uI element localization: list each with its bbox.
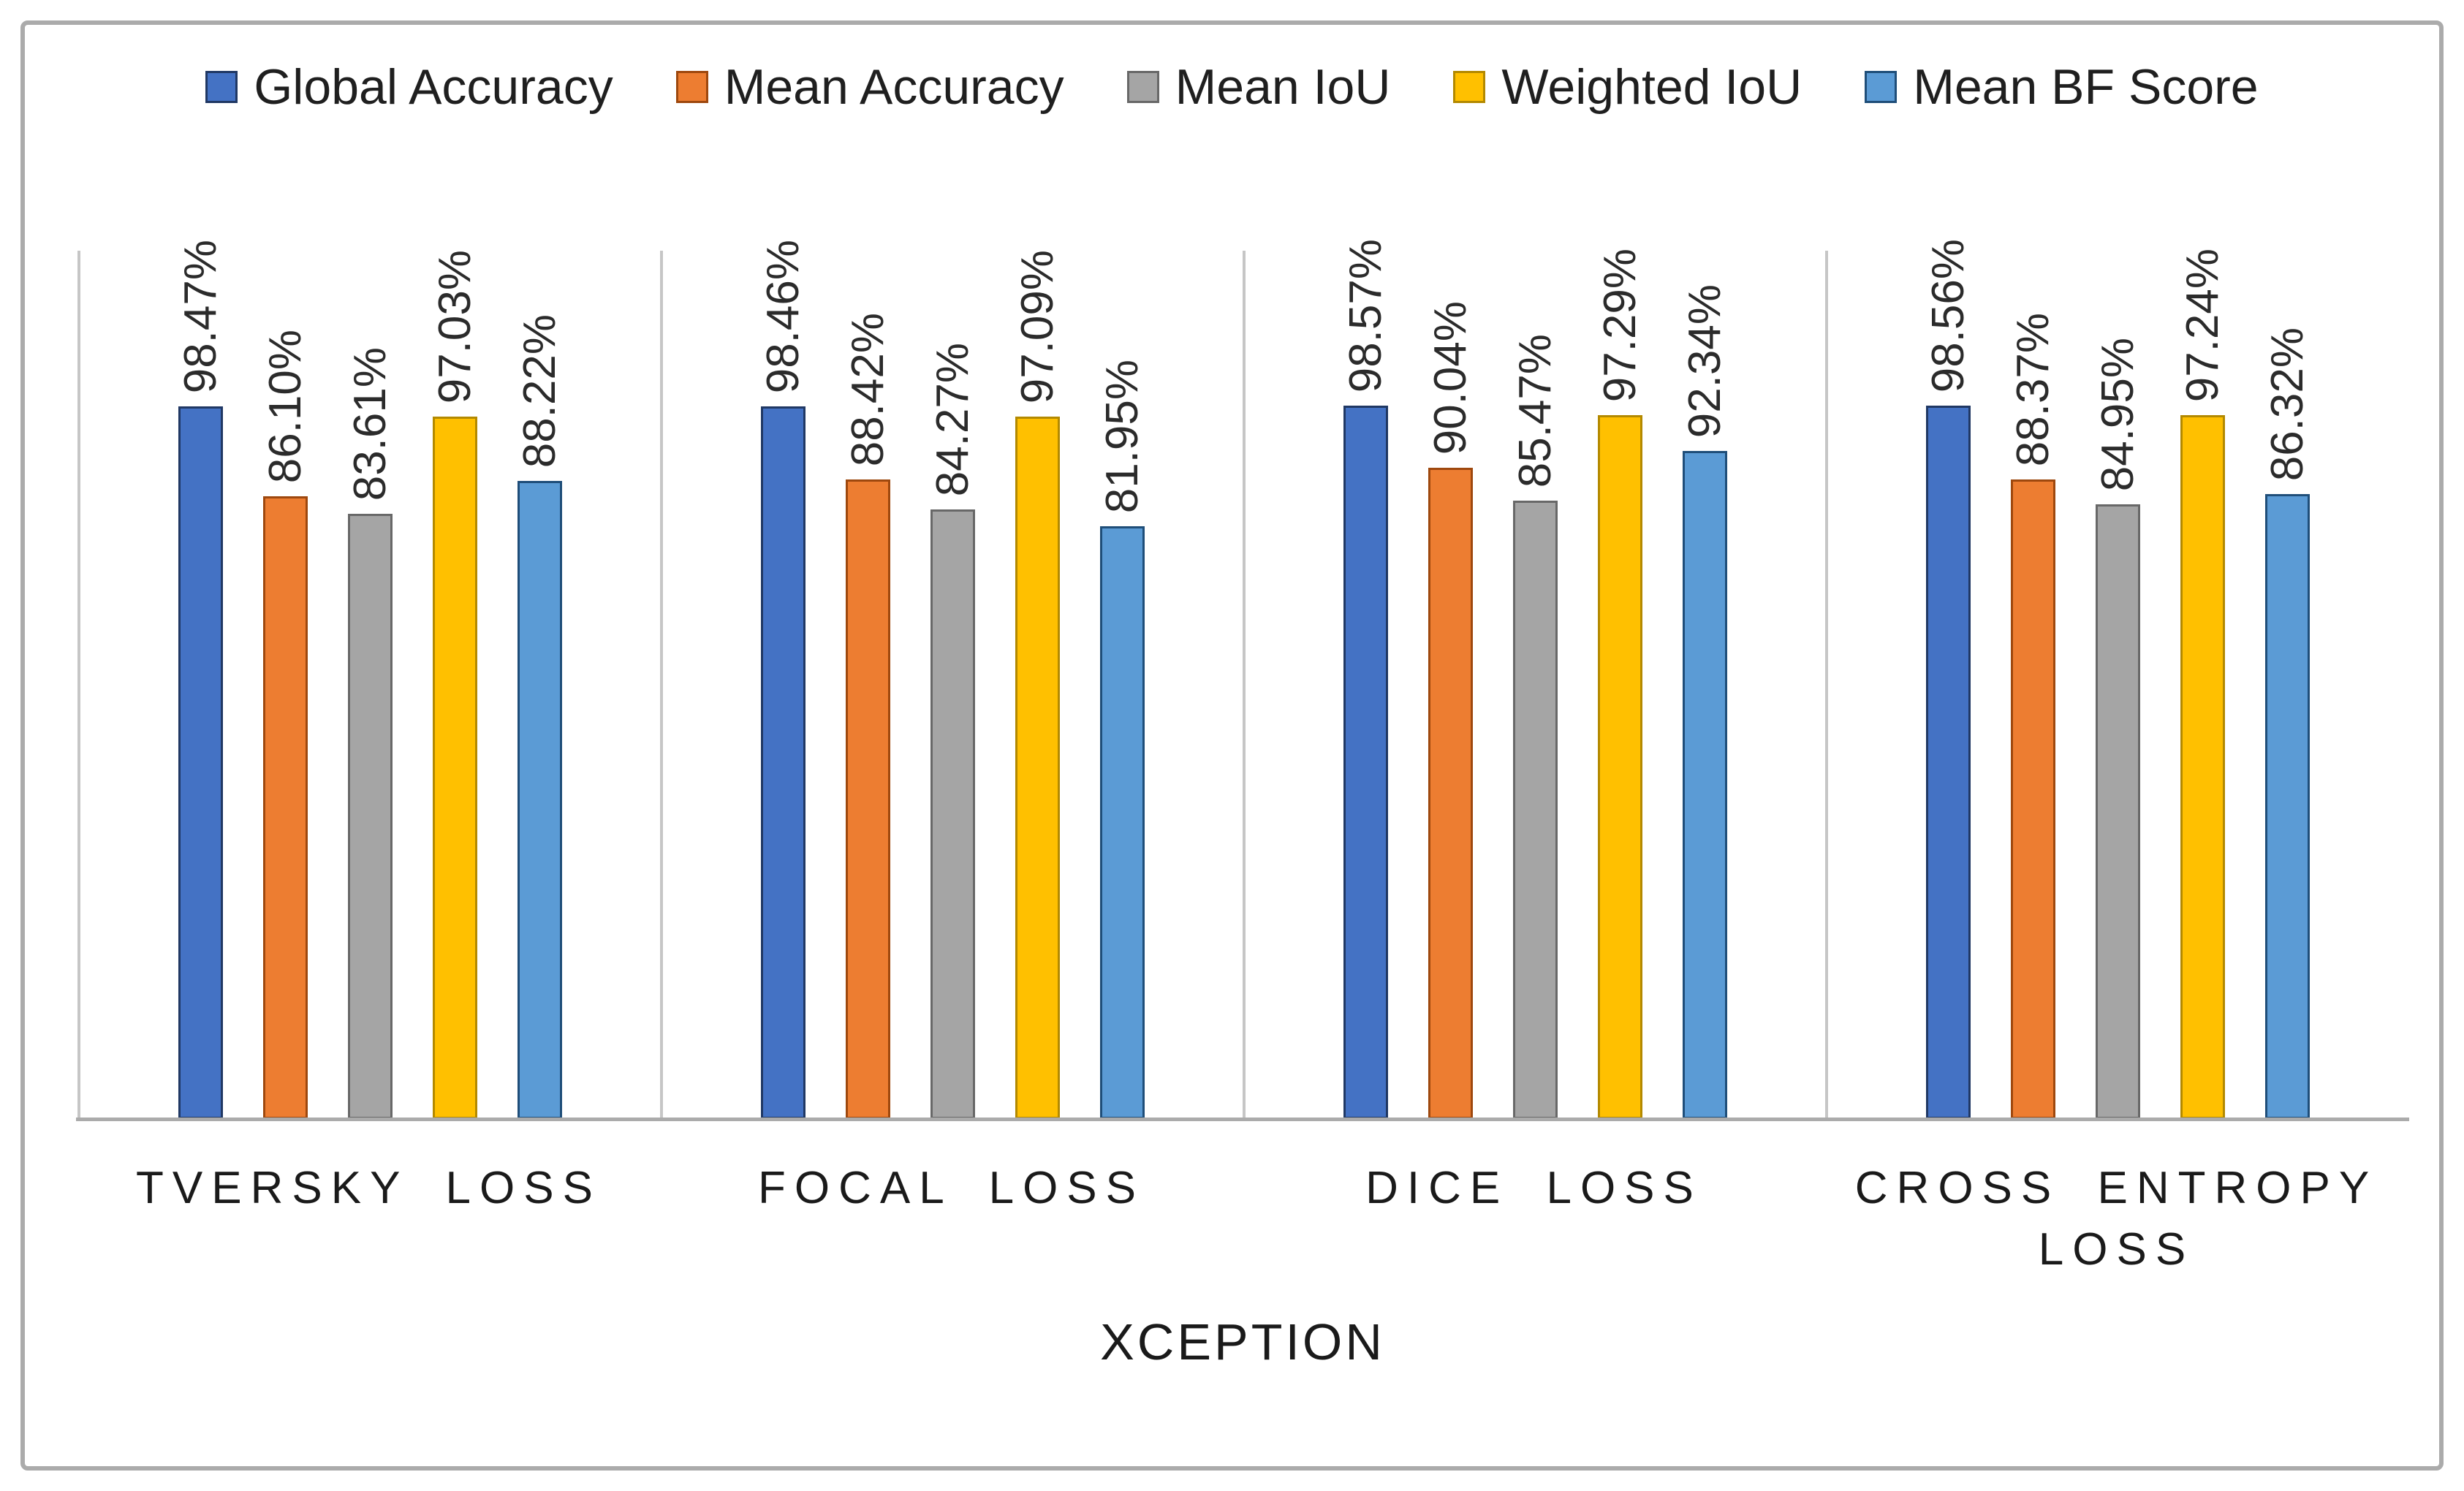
bar-mean-bf-score-dice-loss [1683,451,1727,1119]
value-label-global-accuracy-focal-loss: 98.46% [757,239,808,393]
category-panel-cross-entropy-loss: 98.56% 88.37% 84.95% 97.24% 86.32% [1825,239,2408,1119]
bar-mean-iou-dice-loss [1513,501,1558,1119]
legend-label-global-accuracy: Global Accuracy [254,59,613,115]
value-label-weighted-iou-tversky-loss: 97.03% [429,249,480,403]
bar-mean-accuracy-cross-entropy-loss [2011,479,2055,1119]
bar-cell-mean-accuracy-cross-entropy-loss: 88.37% [2007,251,2058,1119]
bar-cell-weighted-iou-cross-entropy-loss: 97.24% [2177,248,2228,1119]
bar-mean-accuracy-dice-loss [1428,468,1473,1119]
value-label-mean-accuracy-focal-loss: 88.42% [842,312,893,466]
x-axis-baseline [76,1118,2409,1121]
legend-label-mean-accuracy: Mean Accuracy [724,59,1064,115]
value-label-mean-iou-tversky-loss: 83.61% [344,346,395,501]
value-label-weighted-iou-cross-entropy-loss: 97.24% [2177,248,2228,402]
bar-mean-bf-score-tversky-loss [518,481,562,1119]
value-label-global-accuracy-cross-entropy-loss: 98.56% [1922,238,1974,392]
bar-weighted-iou-tversky-loss [433,417,477,1119]
bar-global-accuracy-tversky-loss [178,406,223,1119]
value-label-mean-accuracy-tversky-loss: 86.10% [259,329,311,483]
value-label-mean-iou-cross-entropy-loss: 84.95% [2092,337,2143,491]
bar-cell-mean-accuracy-focal-loss: 88.42% [842,251,893,1119]
bar-weighted-iou-cross-entropy-loss [2180,415,2225,1119]
value-label-mean-bf-score-focal-loss: 81.95% [1096,359,1148,513]
bar-mean-bf-score-focal-loss [1100,526,1145,1119]
bar-weighted-iou-focal-loss [1015,417,1060,1119]
category-panel-tversky-loss: 98.47% 86.10% 83.61% 97.03% 88.22% [77,240,660,1119]
bar-weighted-iou-dice-loss [1598,415,1642,1119]
bar-cell-mean-accuracy-dice-loss: 90.04% [1425,251,1476,1119]
plot-area: 98.47% 86.10% 83.61% 97.03% 88.22% 98.46% 88.4… [76,239,2409,1121]
legend-item-mean-bf-score: Mean BF Score [1865,58,2259,115]
legend-label-mean-bf-score: Mean BF Score [1913,59,2259,115]
value-label-mean-bf-score-cross-entropy-loss: 86.32% [2262,327,2313,481]
value-label-mean-accuracy-cross-entropy-loss: 88.37% [2007,312,2058,466]
value-label-mean-accuracy-dice-loss: 90.04% [1425,300,1476,455]
legend-swatch-mean-accuracy [675,71,708,103]
bar-cell-mean-iou-focal-loss: 84.27% [927,251,978,1119]
bar-cell-mean-accuracy-tversky-loss: 86.10% [259,251,311,1119]
value-label-global-accuracy-tversky-loss: 98.47% [175,239,226,393]
bar-cell-mean-bf-score-tversky-loss: 88.22% [514,251,565,1119]
bar-mean-accuracy-tversky-loss [263,496,308,1119]
legend-item-mean-accuracy: Mean Accuracy [675,58,1064,115]
value-label-weighted-iou-focal-loss: 97.09% [1012,249,1063,403]
bar-mean-bf-score-cross-entropy-loss [2265,494,2310,1119]
legend-swatch-mean-bf-score [1865,71,1898,103]
legend-swatch-weighted-iou [1453,71,1486,103]
chart-frame: Global Accuracy Mean Accuracy Mean IoU Weig… [20,20,2444,1471]
legend-item-mean-iou: Mean IoU [1126,58,1391,115]
category-label-cross-entropy-loss: CROSS ENTROPY LOSS [1854,1163,2378,1275]
value-label-weighted-iou-dice-loss: 97.29% [1594,248,1645,402]
x-axis-title: XCEPTION [1100,1313,1385,1370]
bar-mean-iou-tversky-loss [348,514,393,1119]
category-label-tversky-loss: TVERSKY LOSS [136,1163,602,1213]
category-label-dice-loss: DICE LOSS [1365,1163,1702,1213]
legend: Global Accuracy Mean Accuracy Mean IoU Weig… [25,58,2439,115]
legend-swatch-mean-iou [1126,71,1159,103]
legend-label-weighted-iou: Weighted IoU [1501,59,1802,115]
bar-global-accuracy-focal-loss [761,406,805,1119]
bar-cell-global-accuracy-dice-loss: 98.57% [1341,239,1391,1119]
bar-cell-weighted-iou-tversky-loss: 97.03% [429,249,480,1119]
bar-cell-global-accuracy-focal-loss: 98.46% [758,240,808,1119]
bar-cell-mean-iou-dice-loss: 85.47% [1509,251,1561,1119]
category-panel-focal-loss: 98.46% 88.42% 84.27% 97.09% 81.95% [660,240,1243,1119]
bar-cell-mean-iou-tversky-loss: 83.61% [344,251,395,1119]
legend-swatch-global-accuracy [205,71,238,103]
legend-label-mean-iou: Mean IoU [1175,59,1391,115]
bar-cell-weighted-iou-dice-loss: 97.29% [1594,248,1645,1119]
bar-mean-accuracy-focal-loss [846,479,890,1119]
bar-mean-iou-cross-entropy-loss [2096,504,2140,1119]
bar-global-accuracy-dice-loss [1343,406,1388,1119]
bar-mean-iou-focal-loss [930,509,975,1119]
value-label-mean-bf-score-dice-loss: 92.34% [1679,284,1730,438]
value-label-global-accuracy-dice-loss: 98.57% [1340,238,1391,392]
bar-cell-global-accuracy-tversky-loss: 98.47% [175,240,226,1119]
category-axis: TVERSKY LOSS FOCAL LOSS DICE LOSS CROSS ENT… [77,1158,2408,1280]
bar-cell-mean-bf-score-dice-loss: 92.34% [1679,251,1730,1119]
category-label-focal-loss: FOCAL LOSS [757,1163,1145,1213]
value-label-mean-iou-dice-loss: 85.47% [1509,333,1561,487]
category-panel-dice-loss: 98.57% 90.04% 85.47% 97.29% 92.34% [1243,239,1825,1119]
bar-cell-global-accuracy-cross-entropy-loss: 98.56% [1923,239,1974,1119]
value-label-mean-bf-score-tversky-loss: 88.22% [514,314,565,468]
value-label-mean-iou-focal-loss: 84.27% [927,342,978,496]
bar-cell-weighted-iou-focal-loss: 97.09% [1012,249,1063,1119]
legend-item-global-accuracy: Global Accuracy [205,58,613,115]
bar-cell-mean-bf-score-cross-entropy-loss: 86.32% [2262,251,2313,1119]
bar-global-accuracy-cross-entropy-loss [1926,406,1971,1119]
bar-cell-mean-bf-score-focal-loss: 81.95% [1096,251,1148,1119]
legend-item-weighted-iou: Weighted IoU [1453,58,1802,115]
bar-cell-mean-iou-cross-entropy-loss: 84.95% [2092,251,2143,1119]
